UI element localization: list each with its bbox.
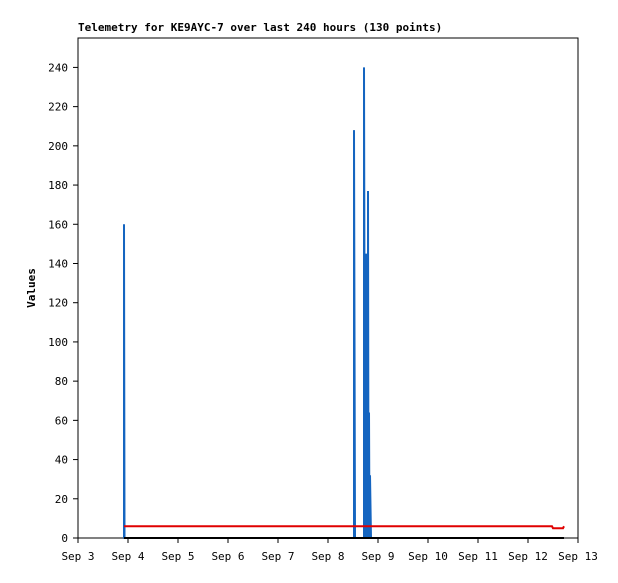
x-tick-label: Sep 7 bbox=[261, 550, 294, 563]
x-tick-label: Sep 3 bbox=[61, 550, 94, 563]
x-tick-label: Sep 8 bbox=[311, 550, 344, 563]
x-tick-label: Sep 11 bbox=[458, 550, 498, 563]
y-tick-label: 180 bbox=[48, 179, 68, 192]
y-tick-label: 160 bbox=[48, 218, 68, 231]
y-tick-label: 0 bbox=[61, 532, 68, 545]
y-axis-label: Values bbox=[25, 268, 38, 308]
y-tick-label: 60 bbox=[55, 414, 68, 427]
chart-title: Telemetry for KE9AYC-7 over last 240 hou… bbox=[78, 21, 442, 34]
x-tick-label: Sep 9 bbox=[361, 550, 394, 563]
x-tick-label: Sep 5 bbox=[161, 550, 194, 563]
y-tick-label: 120 bbox=[48, 297, 68, 310]
y-tick-label: 80 bbox=[55, 375, 68, 388]
x-tick-label: Sep 10 bbox=[408, 550, 448, 563]
y-tick-label: 220 bbox=[48, 101, 68, 114]
y-tick-label: 100 bbox=[48, 336, 68, 349]
x-tick-label: Sep 4 bbox=[111, 550, 144, 563]
y-tick-label: 140 bbox=[48, 257, 68, 270]
series-line bbox=[124, 525, 565, 530]
y-tick-label: 240 bbox=[48, 61, 68, 74]
x-tick-label: Sep 12 bbox=[508, 550, 548, 563]
y-tick-label: 20 bbox=[55, 493, 68, 506]
y-tick-label: 200 bbox=[48, 140, 68, 153]
plot-frame bbox=[77, 37, 579, 539]
x-tick-label: Sep 13 bbox=[558, 550, 598, 563]
y-tick-label: 40 bbox=[55, 454, 68, 467]
x-tick-label: Sep 6 bbox=[211, 550, 244, 563]
series-line bbox=[123, 67, 564, 539]
